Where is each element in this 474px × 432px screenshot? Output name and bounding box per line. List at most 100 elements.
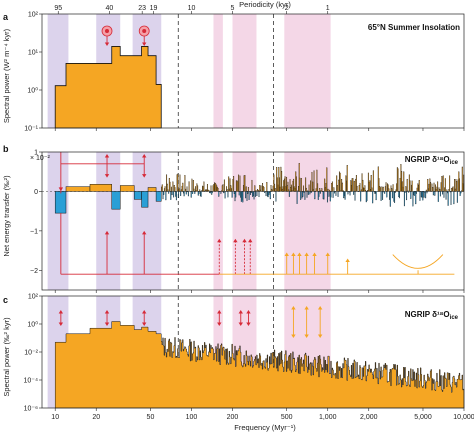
panel-a-xticks xyxy=(54,128,465,131)
energy-bar xyxy=(403,171,405,192)
spectral-double-arrow-head-down xyxy=(238,322,243,326)
energy-bar xyxy=(328,191,330,197)
orange-up-arrow-head xyxy=(284,252,289,257)
energy-bar xyxy=(166,174,168,192)
energy-bar xyxy=(170,191,172,200)
energy-bar xyxy=(434,191,436,196)
top-tick-label: 1 xyxy=(326,5,330,12)
energy-bar xyxy=(233,176,235,192)
spectral-double-arrow-head-down xyxy=(246,322,251,326)
energy-bar xyxy=(266,182,268,192)
energy-bar xyxy=(334,191,336,194)
x-tick-label: 500 xyxy=(281,414,293,421)
panel-a-letter: a xyxy=(3,12,9,22)
energy-bar xyxy=(360,191,362,202)
energy-bar xyxy=(406,191,408,201)
energy-step-bar xyxy=(89,184,113,192)
energy-bar xyxy=(185,191,187,195)
energy-bar xyxy=(410,191,412,199)
energy-bar xyxy=(401,181,403,192)
energy-bar xyxy=(174,187,176,192)
energy-bar xyxy=(318,191,320,197)
energy-bar xyxy=(430,181,432,192)
energy-bar xyxy=(307,190,309,192)
energy-bar xyxy=(401,171,403,192)
energy-bar xyxy=(198,191,200,194)
panel-c-yticks: 10⁻⁶ 10⁻⁴ 10⁻² 10⁰ 10² xyxy=(24,294,42,413)
panel-b-series xyxy=(42,163,465,214)
energy-step-bar xyxy=(119,185,135,192)
energy-bar xyxy=(289,179,291,192)
energy-bar xyxy=(336,175,338,192)
energy-bar xyxy=(427,179,429,192)
energy-bar xyxy=(371,187,373,192)
energy-bar xyxy=(171,191,173,196)
spectral-double-arrow-orange-head-down xyxy=(304,334,309,338)
energy-bar xyxy=(443,191,445,198)
energy-bar xyxy=(302,185,304,192)
energy-bar xyxy=(288,189,290,192)
energy-bar xyxy=(391,188,393,192)
energy-bar xyxy=(337,191,339,197)
top-tick-label: 2 xyxy=(285,5,289,12)
energy-bar xyxy=(244,175,246,192)
energy-bar xyxy=(388,188,390,192)
energy-bar xyxy=(317,183,319,192)
spectral-double-arrow-orange-head-up xyxy=(317,306,323,310)
energy-bar xyxy=(299,177,301,192)
energy-bar xyxy=(330,191,332,198)
energy-bar xyxy=(319,188,321,192)
orange-up-arrow-head xyxy=(297,252,302,257)
energy-bar xyxy=(372,191,374,204)
energy-bar xyxy=(290,184,292,192)
panel-b: 1 0 −1 −2 b × 10⁻² NGRIP δ¹⁸Oice Net energy… xyxy=(2,144,465,293)
y-tick-label: 0 xyxy=(34,189,38,196)
y-tick-label: 10² xyxy=(28,12,39,19)
energy-bar xyxy=(454,179,456,192)
energy-bar xyxy=(235,191,237,198)
energy-bar xyxy=(190,191,192,198)
energy-bar xyxy=(433,182,435,192)
forcing-arrow-head xyxy=(142,42,147,46)
highlight-band xyxy=(213,152,223,290)
energy-bar xyxy=(382,186,384,192)
energy-bar xyxy=(432,187,434,192)
energy-bar xyxy=(323,191,325,200)
energy-bar xyxy=(458,178,460,192)
energy-bar xyxy=(310,180,312,192)
energy-bar xyxy=(259,185,261,192)
top-tick-label: 19 xyxy=(150,5,158,12)
energy-bar xyxy=(339,172,341,192)
energy-bar xyxy=(304,191,306,200)
panel-a-annotations xyxy=(101,25,150,46)
energy-bar xyxy=(251,179,253,192)
energy-bar xyxy=(412,191,414,207)
energy-bar xyxy=(177,173,179,192)
energy-bar xyxy=(168,191,170,194)
energy-bar xyxy=(161,184,163,192)
energy-bar xyxy=(313,170,315,192)
energy-bar xyxy=(170,186,172,192)
energy-bar xyxy=(271,188,273,192)
panel-b-bands xyxy=(47,152,331,290)
energy-bar xyxy=(230,188,232,192)
energy-bar xyxy=(172,181,174,192)
energy-bar xyxy=(245,186,247,192)
energy-bar xyxy=(263,187,265,192)
energy-bar xyxy=(211,191,213,195)
dashed-up-arrow-head xyxy=(233,238,238,243)
energy-bar xyxy=(265,191,267,197)
top-tick-label: 5 xyxy=(231,5,235,12)
energy-bar xyxy=(248,191,250,200)
top-tick-label: 40 xyxy=(106,5,114,12)
y-tick-label: 10⁻¹ xyxy=(24,126,38,133)
panel-b-frame xyxy=(41,151,465,291)
energy-bar xyxy=(413,191,415,196)
energy-bar xyxy=(425,191,427,199)
energy-bar xyxy=(166,183,168,192)
y-tick-label: 10⁻⁶ xyxy=(24,406,38,413)
energy-bar xyxy=(295,176,297,192)
highlight-band xyxy=(284,152,331,290)
energy-bar xyxy=(347,191,349,195)
top-tick-label: 95 xyxy=(54,5,62,12)
